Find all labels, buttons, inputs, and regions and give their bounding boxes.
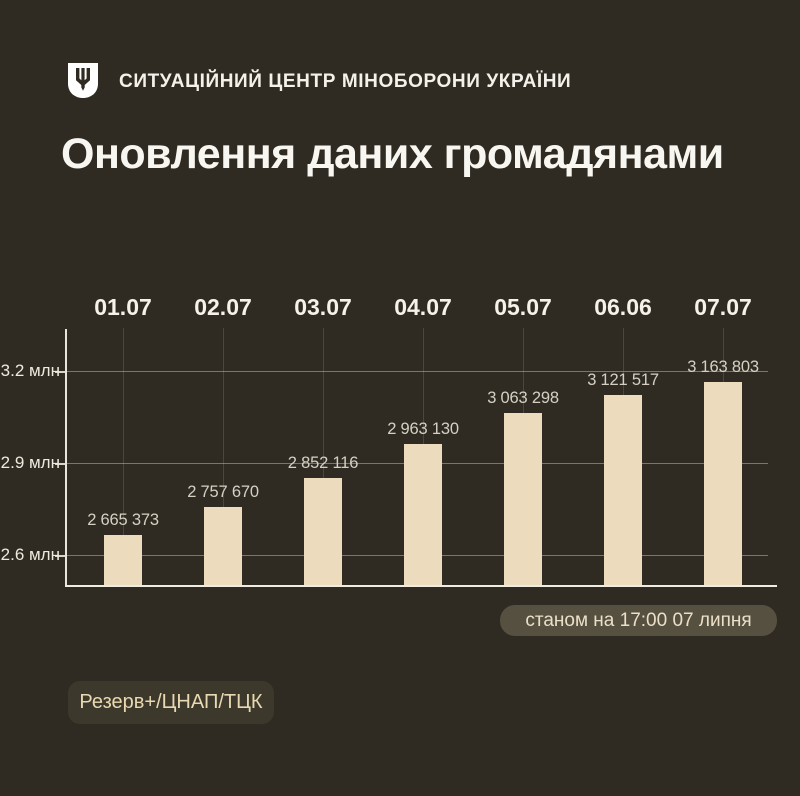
x-tick-label: 01.07	[94, 294, 152, 320]
bar-value-label: 2 757 670	[187, 482, 259, 501]
mod-ukraine-trident-shield-icon	[66, 62, 100, 100]
bar	[204, 506, 242, 586]
page-title: Оновлення даних громадянами	[61, 130, 724, 178]
x-tick-label: 06.06	[594, 294, 652, 320]
y-axis-tick	[55, 370, 65, 373]
bar-value-label: 2 963 130	[387, 419, 459, 438]
x-axis-line	[65, 585, 777, 587]
y-tick-label: 2.6 млн	[0, 545, 60, 565]
bar	[504, 413, 542, 586]
y-axis-tick	[55, 554, 65, 557]
bar-value-label: 3 063 298	[487, 389, 559, 408]
bar	[704, 382, 742, 586]
vertical-gridline	[322, 328, 324, 586]
x-tick-label: 03.07	[294, 294, 352, 320]
bar	[104, 535, 142, 586]
y-tick-label: 3.2 млн	[0, 361, 60, 381]
vertical-gridline	[222, 328, 224, 586]
x-tick-label: 07.07	[694, 294, 752, 320]
x-tick-label: 05.07	[494, 294, 552, 320]
y-axis-line	[65, 329, 67, 587]
timestamp-badge: станом на 17:00 07 липня	[500, 605, 777, 636]
org-name: СИТУАЦІЙНИЙ ЦЕНТР МІНОБОРОНИ УКРАЇНИ	[119, 71, 572, 92]
y-axis-tick	[55, 462, 65, 465]
x-tick-label: 04.07	[394, 294, 452, 320]
bar-value-label: 3 163 803	[687, 358, 759, 377]
source-badge: Резерв+/ЦНАП/ТЦК	[68, 681, 274, 724]
y-tick-label: 2.9 млн	[0, 453, 60, 473]
bar-value-label: 2 665 373	[87, 511, 159, 530]
bar	[404, 443, 442, 586]
x-tick-label: 02.07	[194, 294, 252, 320]
bar	[604, 395, 642, 586]
bar	[304, 478, 342, 586]
header: СИТУАЦІЙНИЙ ЦЕНТР МІНОБОРОНИ УКРАЇНИ	[0, 0, 800, 110]
bar-value-label: 2 852 116	[287, 454, 359, 473]
horizontal-gridline	[66, 371, 768, 373]
vertical-gridline	[122, 328, 124, 586]
bar-value-label: 3 121 517	[587, 371, 659, 390]
